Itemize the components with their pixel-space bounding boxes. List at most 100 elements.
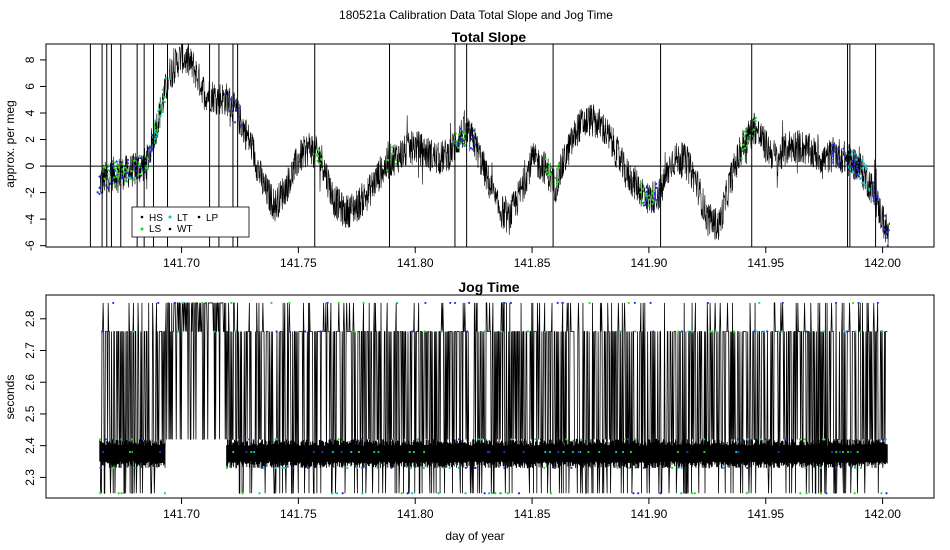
data-point bbox=[587, 450, 590, 454]
data-point bbox=[137, 164, 140, 167]
data-point bbox=[522, 450, 525, 454]
x-tick-label: 142.00 bbox=[864, 507, 901, 521]
data-point bbox=[856, 164, 859, 168]
data-point bbox=[148, 147, 151, 150]
data-point bbox=[653, 193, 657, 196]
data-point bbox=[469, 146, 472, 150]
data-point bbox=[868, 187, 871, 190]
data-point bbox=[132, 330, 136, 333]
data-point bbox=[852, 301, 855, 305]
data-point bbox=[657, 192, 660, 195]
data-point bbox=[853, 492, 856, 495]
data-point bbox=[337, 438, 340, 441]
data-point bbox=[483, 330, 487, 333]
x-tick-label: 141.70 bbox=[163, 507, 200, 521]
data-point bbox=[111, 177, 114, 180]
data-point bbox=[872, 181, 875, 184]
jog-time-axes: 141.70 141.75 141.80 141.85 141.90 141.95 142.… bbox=[23, 310, 901, 521]
data-point bbox=[738, 160, 741, 163]
data-point bbox=[392, 438, 395, 441]
data-point bbox=[129, 177, 132, 181]
data-point bbox=[626, 438, 630, 441]
figure-title: 180521a Calibration Data Total Slope and… bbox=[339, 8, 613, 22]
data-point bbox=[151, 134, 154, 137]
data-point bbox=[655, 182, 658, 185]
data-point bbox=[578, 450, 581, 454]
data-point bbox=[411, 330, 414, 333]
data-point bbox=[571, 450, 575, 454]
data-point bbox=[886, 244, 889, 247]
data-point bbox=[645, 186, 648, 189]
data-point bbox=[201, 301, 204, 305]
data-point bbox=[391, 152, 394, 155]
x-tick-label: 141.90 bbox=[631, 507, 668, 521]
data-point bbox=[708, 330, 712, 333]
data-point bbox=[647, 204, 650, 207]
data-point bbox=[633, 301, 636, 305]
data-point bbox=[139, 157, 142, 160]
data-point bbox=[440, 330, 443, 333]
data-point bbox=[133, 159, 136, 162]
data-point bbox=[856, 450, 859, 454]
data-point bbox=[557, 450, 560, 454]
data-point bbox=[316, 154, 320, 158]
data-point bbox=[652, 330, 655, 333]
data-point bbox=[855, 167, 859, 170]
data-point bbox=[549, 182, 553, 185]
data-point bbox=[841, 450, 845, 454]
data-point bbox=[876, 301, 879, 305]
data-point bbox=[825, 492, 828, 495]
data-point bbox=[509, 301, 513, 305]
data-point bbox=[659, 492, 662, 495]
data-point bbox=[735, 450, 738, 454]
x-tick-label: 141.85 bbox=[514, 507, 551, 521]
data-point bbox=[474, 466, 477, 469]
x-tick-label: 141.75 bbox=[280, 256, 317, 270]
data-point bbox=[853, 466, 857, 469]
data-point bbox=[453, 301, 457, 305]
data-point bbox=[860, 159, 864, 162]
data-point bbox=[885, 236, 889, 239]
data-point bbox=[159, 450, 162, 454]
data-point bbox=[116, 163, 119, 166]
data-point bbox=[361, 492, 364, 495]
data-point bbox=[562, 450, 565, 454]
data-point bbox=[543, 466, 546, 469]
data-point bbox=[131, 176, 134, 179]
data-point bbox=[148, 156, 151, 159]
data-point bbox=[288, 330, 291, 333]
data-point bbox=[880, 438, 884, 441]
data-point bbox=[686, 450, 689, 454]
data-point bbox=[830, 155, 833, 158]
data-point bbox=[565, 438, 568, 441]
data-point bbox=[130, 169, 133, 173]
data-point bbox=[117, 176, 120, 179]
data-point bbox=[570, 466, 573, 469]
data-point bbox=[230, 301, 233, 305]
legend-label-lt: LT bbox=[177, 213, 188, 224]
data-point bbox=[331, 492, 334, 495]
data-point bbox=[842, 147, 845, 150]
data-point bbox=[457, 466, 460, 469]
data-point bbox=[845, 330, 849, 333]
data-point bbox=[859, 466, 863, 469]
data-point bbox=[472, 135, 475, 138]
data-point bbox=[449, 301, 452, 305]
data-point bbox=[456, 140, 459, 143]
data-point bbox=[291, 466, 294, 469]
data-point bbox=[156, 128, 159, 131]
data-point bbox=[233, 100, 237, 103]
legend-box bbox=[131, 206, 250, 238]
y-tick-label: -2 bbox=[23, 187, 37, 198]
data-point bbox=[331, 450, 334, 454]
data-point bbox=[288, 301, 291, 305]
data-point bbox=[424, 301, 427, 305]
data-point bbox=[759, 438, 763, 441]
data-point bbox=[437, 492, 440, 495]
data-point bbox=[873, 194, 876, 197]
data-point bbox=[108, 177, 112, 180]
data-point bbox=[861, 181, 864, 184]
data-point bbox=[159, 114, 162, 117]
data-point bbox=[651, 206, 654, 210]
data-point bbox=[98, 175, 101, 178]
